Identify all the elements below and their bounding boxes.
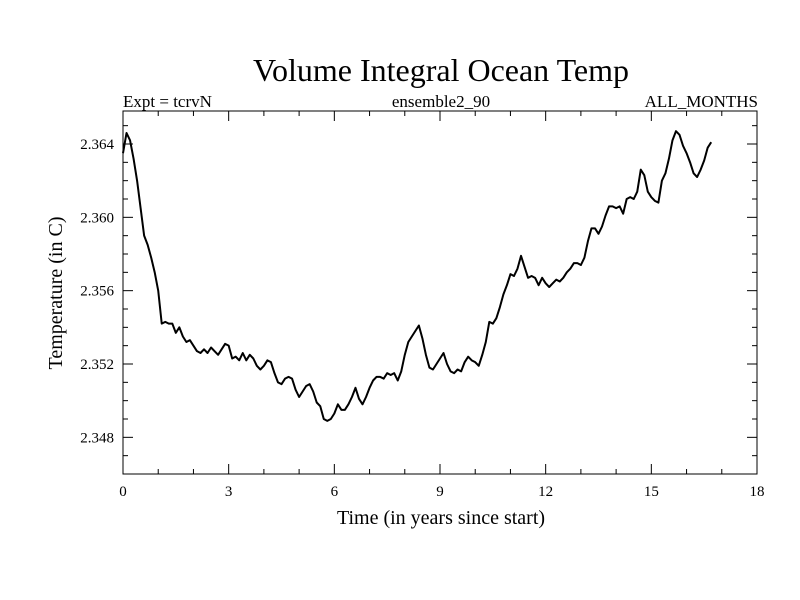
x-tick-label: 18	[750, 484, 765, 500]
plot-frame	[122, 110, 758, 475]
y-tick-label: 2.352	[80, 357, 114, 373]
subtitle-center: ensemble2_90	[392, 92, 490, 111]
y-tick-label: 2.360	[80, 210, 114, 226]
y-tick-label: 2.348	[80, 430, 114, 446]
x-tick-label: 9	[436, 484, 444, 500]
x-tick-label: 0	[119, 484, 127, 500]
subtitle-left: Expt = tcrvN	[123, 92, 212, 111]
x-axis-label: Time (in years since start)	[337, 507, 545, 529]
series-line	[122, 130, 713, 422]
y-tick-label: 2.364	[80, 137, 114, 153]
x-tick-label: 12	[538, 484, 553, 500]
y-tick-label: 2.356	[80, 284, 114, 300]
x-tick-label: 15	[644, 484, 659, 500]
axis-ticks	[122, 111, 758, 475]
y-axis-label: Temperature (in C)	[45, 217, 67, 370]
chart-title: Volume Integral Ocean Temp	[253, 52, 629, 88]
subtitle-right: ALL_MONTHS	[645, 92, 758, 111]
x-tick-labels: 0 3 6 9 12 15 18	[119, 484, 764, 500]
x-tick-label: 6	[331, 484, 339, 500]
x-tick-label: 3	[225, 484, 233, 500]
y-tick-labels: 2.348 2.352 2.356 2.360 2.364	[80, 137, 114, 446]
